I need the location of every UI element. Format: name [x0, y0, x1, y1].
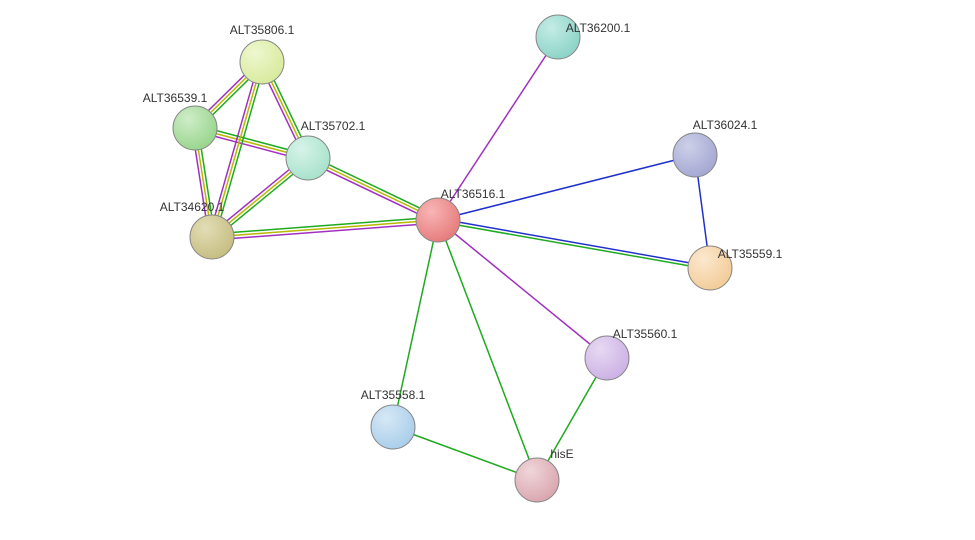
node-label-ALT35558_1[interactable]: ALT35558.1 [361, 388, 426, 402]
edge-ALT36516_1-hisE[interactable] [438, 220, 537, 480]
node-ALT36539_1[interactable] [173, 106, 217, 150]
node-label-ALT35806_1[interactable]: ALT35806.1 [230, 23, 295, 37]
edge-ALT35560_1-ALT36516_1[interactable] [438, 220, 607, 358]
node-label-ALT36024_1[interactable]: ALT36024.1 [693, 118, 758, 132]
node-label-ALT34620_1[interactable]: ALT34620.1 [160, 200, 225, 214]
node-ALT36024_1[interactable] [673, 133, 717, 177]
node-label-ALT35560_1[interactable]: ALT35560.1 [613, 327, 678, 341]
node-label-ALT36539_1[interactable]: ALT36539.1 [143, 91, 208, 105]
node-ALT35702_1[interactable] [286, 136, 330, 180]
node-label-ALT35559_1[interactable]: ALT35559.1 [718, 247, 783, 261]
edge-ALT35559_1-ALT36516_1[interactable] [438, 219, 710, 267]
edge-ALT34620_1-ALT36516_1[interactable] [212, 220, 438, 237]
node-label-ALT35702_1[interactable]: ALT35702.1 [301, 119, 366, 133]
node-label-ALT36516_1[interactable]: ALT36516.1 [441, 187, 506, 201]
node-label-ALT36200_1[interactable]: ALT36200.1 [566, 21, 631, 35]
node-hisE[interactable] [515, 458, 559, 502]
node-ALT35806_1[interactable] [240, 40, 284, 84]
node-ALT35560_1[interactable] [585, 336, 629, 380]
edge-layer [192, 37, 710, 480]
node-ALT36516_1[interactable] [416, 198, 460, 242]
node-ALT35558_1[interactable] [371, 405, 415, 449]
edge-ALT35558_1-hisE[interactable] [393, 427, 537, 480]
node-label-hisE[interactable]: hisE [550, 447, 573, 461]
node-ALT34620_1[interactable] [190, 215, 234, 259]
edge-ALT35559_1-ALT36516_1[interactable] [438, 221, 710, 269]
network-graph: ALT36516.1 ALT36200.1 ALT35806.1 ALT36539.1… [0, 0, 975, 540]
